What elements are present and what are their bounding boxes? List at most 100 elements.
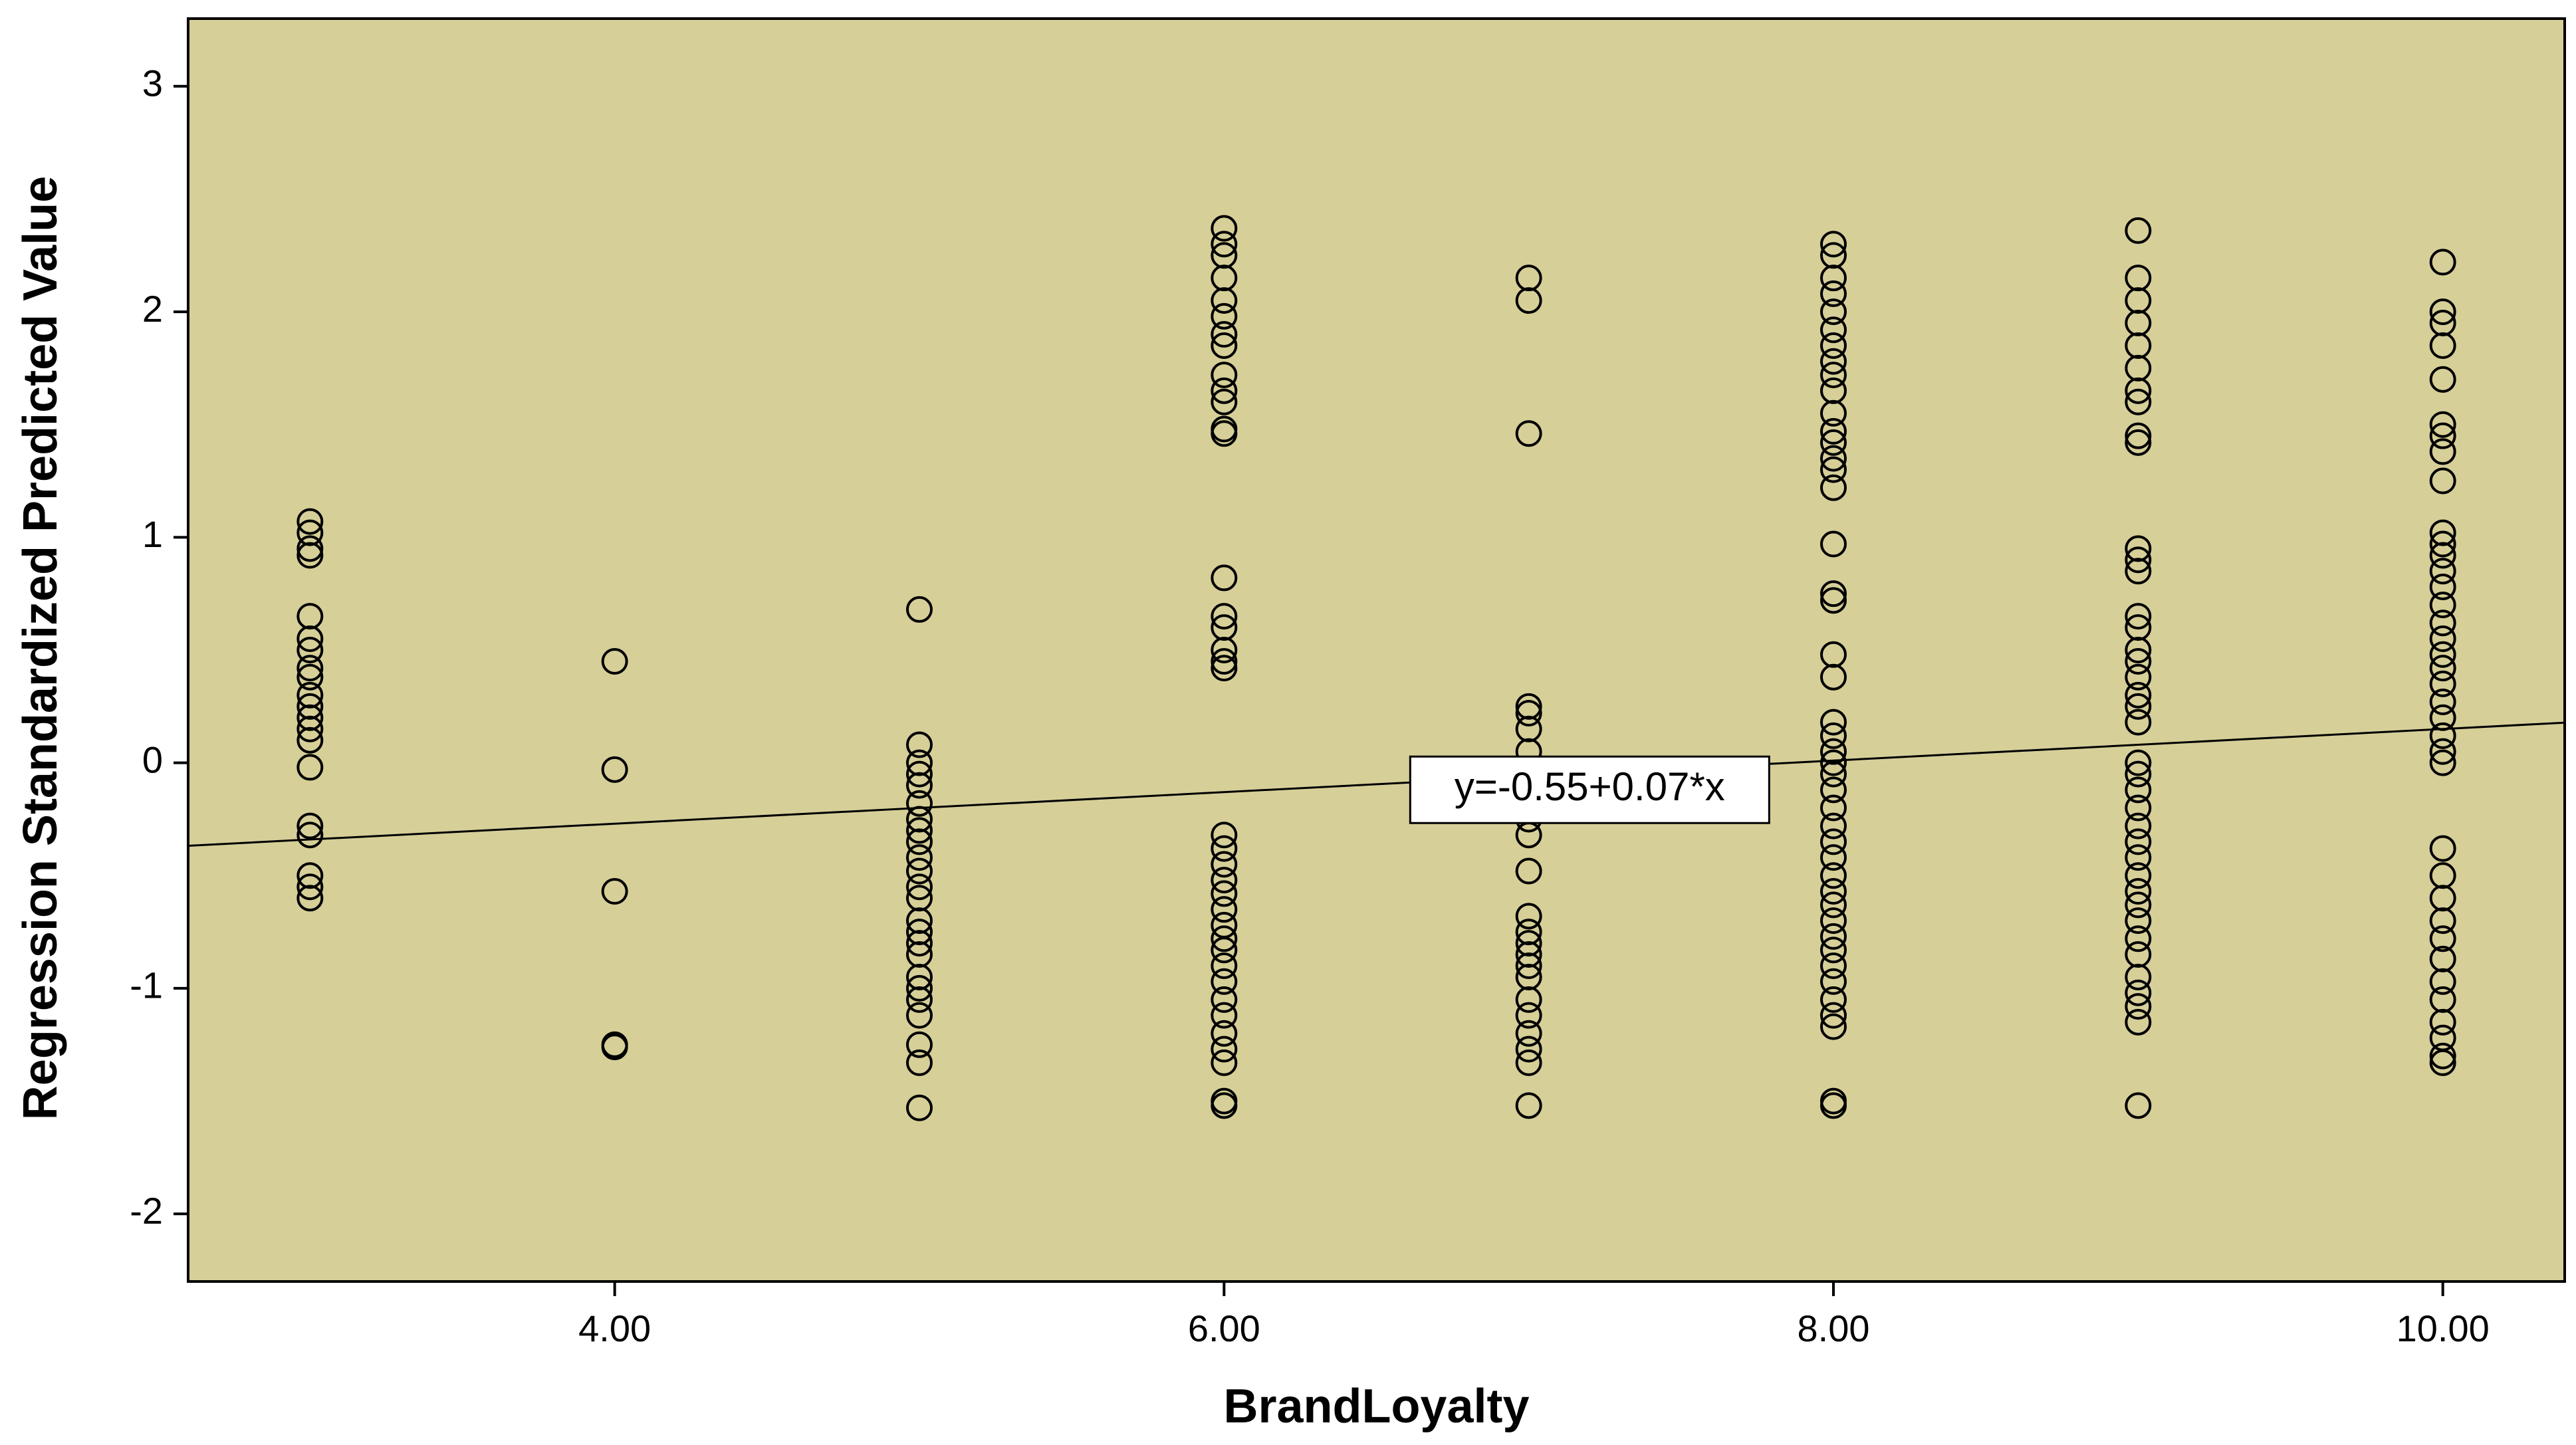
data-point [2429, 422, 2456, 449]
data-point [2429, 749, 2456, 776]
data-point [2429, 625, 2456, 653]
data-point [1515, 1020, 1542, 1047]
data-point [1211, 952, 1238, 979]
data-point [296, 726, 324, 754]
data-point [2125, 709, 2152, 736]
data-point [1820, 641, 1847, 668]
data-point [1211, 896, 1238, 923]
data-point [296, 535, 324, 562]
data-point [2429, 411, 2456, 438]
data-point [2125, 388, 2152, 415]
data-point [1211, 242, 1238, 269]
data-point [906, 919, 933, 946]
data-point [2125, 963, 2152, 990]
x-axis-title: BrandLoyalty [1223, 1380, 1529, 1433]
data-point [2429, 298, 2456, 326]
data-point [296, 862, 324, 889]
data-point [2429, 438, 2456, 465]
data-point [1820, 663, 1847, 691]
data-point [2429, 968, 2456, 995]
data-point [1820, 316, 1847, 344]
data-point [1211, 851, 1238, 878]
data-point [1820, 530, 1847, 558]
data-point [1820, 417, 1847, 445]
data-point [1820, 968, 1847, 995]
x-tick-label: 4.00 [578, 1307, 651, 1349]
data-point [2429, 592, 2456, 619]
data-point [906, 772, 933, 799]
data-point [2125, 760, 2152, 788]
data-point [1820, 738, 1847, 765]
y-axis: -2 -1 0 1 2 3 [130, 62, 188, 1232]
data-point [1515, 287, 1542, 314]
data-point [2429, 519, 2456, 546]
data-point [296, 519, 324, 546]
data-point [2125, 776, 2152, 804]
data-point [601, 878, 628, 905]
data-point [2429, 641, 2456, 668]
data-point [1211, 647, 1238, 675]
data-point [2429, 542, 2456, 569]
data-point [1211, 822, 1238, 849]
fit-line-label-box [1409, 755, 1770, 824]
data-point [1515, 700, 1542, 726]
data-point [1820, 923, 1847, 950]
fit-line [187, 721, 2565, 847]
data-point [1515, 1049, 1542, 1076]
data-point [906, 596, 933, 623]
data-point [2429, 862, 2456, 889]
data-point [1820, 1092, 1847, 1119]
data-point [296, 754, 324, 781]
data-point [1515, 941, 1542, 968]
data-point [2125, 265, 2152, 292]
data-point [1820, 456, 1847, 483]
data-point [296, 508, 324, 535]
data-point [1211, 377, 1238, 404]
data-point [906, 790, 933, 817]
data-point [906, 857, 933, 885]
data-point [2125, 217, 2152, 244]
data-point [1820, 242, 1847, 269]
data-point [1515, 1036, 1542, 1063]
data-point [1211, 1049, 1238, 1076]
data-point [1211, 880, 1238, 907]
data-point [1820, 794, 1847, 822]
data-point [1515, 265, 1542, 292]
data-point [601, 756, 628, 783]
data-point [1211, 655, 1238, 682]
data-point [906, 941, 933, 968]
y-tick-label: -1 [130, 964, 163, 1006]
data-point [906, 844, 933, 871]
data-point [1211, 231, 1238, 258]
data-point [2429, 704, 2456, 731]
data-point [906, 1031, 933, 1058]
data-point [601, 1034, 628, 1061]
data-point [906, 930, 933, 957]
data-point [2429, 558, 2456, 585]
data-point [2429, 885, 2456, 912]
data-point [1820, 878, 1847, 905]
data-point [906, 873, 933, 901]
data-point [1211, 265, 1238, 292]
data-point [906, 1094, 933, 1121]
data-point [2125, 941, 2152, 968]
fit-line-label-text: y=-0.55+0.07*x [1455, 764, 1725, 809]
data-point [906, 806, 933, 833]
data-point [1211, 1092, 1238, 1119]
data-point [906, 817, 933, 844]
data-point [2429, 1049, 2456, 1076]
data-point [1515, 420, 1542, 447]
data-point [1211, 968, 1238, 995]
data-point [1211, 986, 1238, 1013]
data-point [1820, 907, 1847, 935]
data-points [296, 215, 2456, 1121]
data-point [1515, 930, 1542, 957]
data-point [2125, 1092, 2152, 1119]
data-point [1820, 844, 1847, 871]
data-point [2125, 925, 2152, 952]
data-point [1515, 857, 1542, 885]
x-tick-label: 6.00 [1188, 1307, 1260, 1349]
data-point [1515, 986, 1542, 1013]
data-point [2429, 1008, 2456, 1036]
data-point [2429, 689, 2456, 716]
